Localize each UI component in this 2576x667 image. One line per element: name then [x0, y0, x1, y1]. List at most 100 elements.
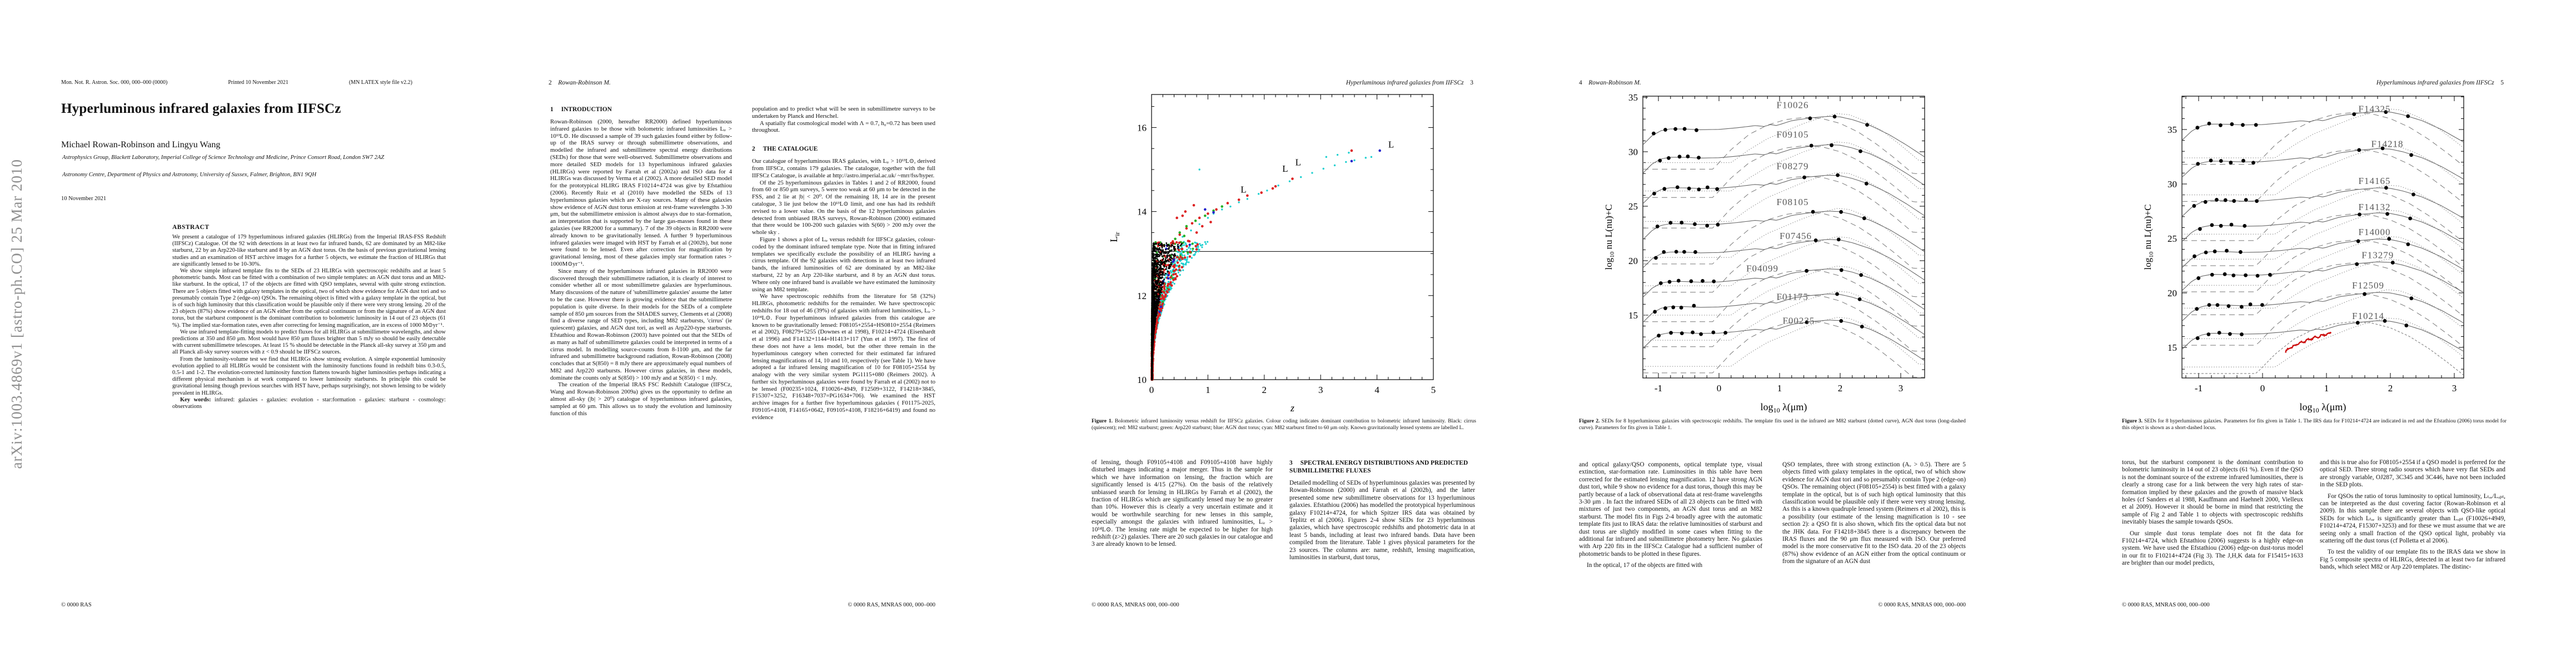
page-number: 5: [2500, 79, 2504, 86]
figure-caption-text: Bolometric infrared luminosity versus re…: [1092, 418, 1476, 431]
body-paragraph: In the optical, 17 of the objects are fi…: [1587, 562, 1703, 569]
column-right: population and to predict what will be s…: [752, 106, 935, 598]
svg-text:F14165: F14165: [2359, 176, 2391, 186]
svg-text:L: L: [1296, 157, 1301, 167]
body-paragraph: For QSOs the ratio of torus luminosity t…: [2320, 492, 2505, 545]
svg-text:-1: -1: [1655, 383, 1662, 394]
abstract-block: We present a catalogue of 179 hyperlumin…: [172, 234, 446, 410]
figure-label: Figure 1.: [1092, 418, 1113, 424]
body-paragraph: Detailed modelling of SEDs of hyperlumin…: [1289, 480, 1475, 561]
keywords-label: Key words:: [180, 396, 211, 403]
page-footer: © 0000 RAS, MNRAS 000, 000–000: [2122, 602, 2210, 608]
figure1-caption: Figure 1. Bolometric infrared luminosity…: [1092, 418, 1476, 431]
author-line: Michael Rowan-Robinson and Lingyu Wang: [61, 140, 221, 150]
body-paragraph: Rowan-Robinson (2000, hereafter RR2000) …: [550, 118, 732, 267]
svg-text:35: 35: [1628, 92, 1638, 103]
section-title: THE CATALOGUE: [763, 146, 818, 153]
body-paragraph: Figure 1 shows a plot of Lᵢᵣ versus reds…: [752, 236, 935, 293]
body-paragraph: and optical galaxy/QSO components, optic…: [1579, 461, 1762, 558]
body-paragraph: Since many of the hyperluminous infrared…: [550, 267, 732, 381]
running-head-title: Hyperluminous infrared galaxies from IIF…: [1346, 79, 1464, 86]
running-head-author: Rowan-Robinson M.: [558, 79, 611, 86]
page-1-title-page: arXiv:1003.4869v1 [astro-ph.CO] 25 Mar 2…: [0, 0, 515, 667]
column-left: 1 INTRODUCTION Rowan-Robinson (2000, here…: [550, 106, 732, 598]
arxiv-id-text: arXiv:1003.4869v1 [astro-ph.CO] 25 Mar 2…: [8, 159, 25, 469]
svg-text:16: 16: [1137, 122, 1147, 133]
svg-text:F14132: F14132: [2359, 202, 2391, 212]
svg-text:20: 20: [2168, 288, 2177, 298]
section-title: SPECTRAL ENERGY DISTRIBUTIONS AND PREDIC…: [1289, 460, 1468, 474]
svg-text:L: L: [1240, 185, 1246, 195]
running-head-title: Hyperluminous infrared galaxies from IIF…: [2376, 79, 2494, 86]
svg-text:L: L: [1388, 140, 1394, 150]
svg-text:Lir: Lir: [1108, 232, 1121, 242]
svg-text:log10 λ(μm): log10 λ(μm): [1761, 401, 1807, 414]
svg-text:F10214: F10214: [2352, 311, 2384, 321]
body-paragraph: A spatially flat cosmological model with…: [752, 120, 935, 134]
figure-caption-text: SEDs for 8 hyperluminous galaxies. Param…: [2122, 418, 2507, 431]
svg-text:F07456: F07456: [1780, 231, 1812, 241]
svg-text:F14000: F14000: [2359, 227, 2391, 237]
svg-text:1: 1: [2324, 383, 2329, 394]
section-heading-3: 3 SPECTRAL ENERGY DISTRIBUTIONS AND PREDI…: [1289, 459, 1475, 475]
svg-text:F08279: F08279: [1777, 161, 1809, 171]
body-paragraph: Our catalogue of hyperluminous IRAS gala…: [752, 158, 935, 179]
body-paragraph: To test the validity of our template fit…: [2320, 549, 2505, 571]
figure2-caption: Figure 2. SEDs for 8 hyperluminous galax…: [1579, 418, 1966, 431]
affiliation-2: Astronomy Centre, Department of Physics …: [62, 172, 317, 178]
page-number: 4: [1579, 79, 1582, 86]
svg-text:10: 10: [1137, 375, 1147, 385]
svg-text:F08105: F08105: [1777, 197, 1809, 207]
page-footer: © 0000 RAS, MNRAS 000, 000–000: [1878, 602, 1966, 608]
body-paragraph: The creation of the Imperial IRAS FSC Re…: [550, 381, 732, 417]
column-left: and optical galaxy/QSO components, optic…: [1579, 461, 1762, 599]
svg-text:30: 30: [1628, 147, 1638, 157]
svg-text:F13279: F13279: [2361, 250, 2394, 260]
submission-date: 10 November 2021: [61, 196, 107, 202]
figure3-caption: Figure 3. SEDs for 8 hyperluminous galax…: [2122, 418, 2507, 431]
section-number: 2: [752, 146, 755, 153]
affiliation-1: Astrophysics Group, Blackett Laboratory,…: [62, 155, 385, 161]
body-paragraph: QSO templates, three with strong extinct…: [1782, 461, 1966, 565]
svg-text:2: 2: [1262, 385, 1267, 395]
svg-text:1: 1: [1205, 385, 1210, 395]
svg-text:25: 25: [2168, 233, 2177, 244]
svg-text:1: 1: [1777, 383, 1782, 394]
section-heading-1: 1 INTRODUCTION: [550, 106, 732, 113]
figure-caption-text: SEDs for 8 hyperluminous galaxies with s…: [1579, 418, 1966, 431]
svg-text:F14325: F14325: [2359, 104, 2391, 115]
running-head: 2 Rowan-Robinson M.: [549, 79, 611, 86]
svg-text:-1: -1: [2195, 383, 2203, 394]
column-left: torus, but the starburst component is th…: [2122, 459, 2303, 599]
svg-text:2: 2: [1838, 383, 1843, 394]
svg-text:12: 12: [1137, 291, 1147, 301]
svg-text:L: L: [1282, 163, 1288, 174]
svg-text:14: 14: [1137, 207, 1147, 217]
svg-text:log10 nu L(nu)+C: log10 nu L(nu)+C: [2142, 205, 2155, 270]
body-paragraph: and this is true also for F08105+2554 if…: [2320, 459, 2505, 489]
page-number: 3: [1470, 79, 1473, 86]
svg-text:0: 0: [1717, 383, 1722, 394]
body-paragraph: Our simple dust torus template does not …: [2122, 530, 2303, 567]
svg-text:5: 5: [1431, 385, 1436, 395]
section-number: 1: [550, 106, 554, 113]
section-number: 3: [1289, 460, 1293, 466]
section-title: INTRODUCTION: [561, 106, 612, 113]
svg-text:3: 3: [2452, 383, 2457, 394]
page-number: 2: [549, 79, 552, 86]
svg-text:F01175: F01175: [1777, 292, 1808, 302]
figure-label: Figure 3.: [2122, 418, 2143, 424]
svg-text:F04099: F04099: [1746, 263, 1778, 274]
svg-text:log10 λ(μm): log10 λ(μm): [2300, 401, 2346, 414]
style-file-note: (MN LATEX style file v2.2): [348, 79, 412, 86]
svg-text:15: 15: [2168, 342, 2177, 353]
running-head: 4 Rowan-Robinson M.: [1579, 79, 1641, 86]
column-left: of lensing, though F09105+4108 and F0910…: [1092, 459, 1273, 598]
column-right: and this is true also for F08105+2554 if…: [2320, 459, 2505, 599]
body-paragraph: We have spectroscopic redshifts from the…: [752, 293, 935, 421]
page-2-introduction: 2 Rowan-Robinson M. 1 INTRODUCTION Rowan-…: [515, 0, 1030, 667]
svg-text:F00235: F00235: [1782, 316, 1815, 326]
abstract-paragraph: We present a catalogue of 179 hyperlumin…: [172, 234, 446, 267]
